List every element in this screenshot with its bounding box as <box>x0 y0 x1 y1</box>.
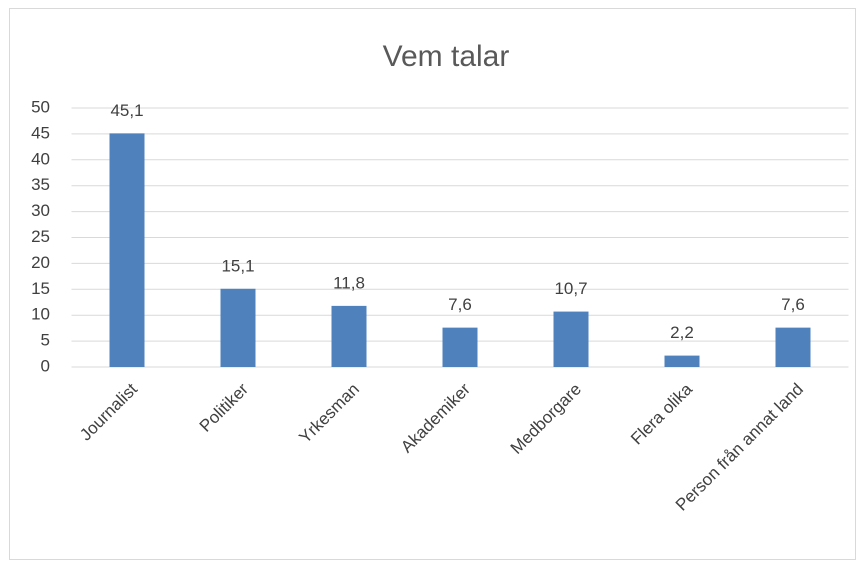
value-label: 10,7 <box>554 279 587 298</box>
y-tick-label: 15 <box>31 279 50 298</box>
y-tick-label: 25 <box>31 227 50 246</box>
bar <box>220 288 256 367</box>
y-tick-label: 10 <box>31 305 50 324</box>
y-tick-label: 50 <box>31 97 50 116</box>
y-tick-label: 45 <box>31 123 50 142</box>
y-tick-label: 0 <box>41 356 50 375</box>
y-tick-label: 20 <box>31 253 50 272</box>
bar <box>664 355 700 367</box>
y-tick-label: 35 <box>31 175 50 194</box>
value-label: 15,1 <box>221 256 254 275</box>
value-label: 7,6 <box>448 295 472 314</box>
chart-title: Vem talar <box>383 40 510 73</box>
value-label: 2,2 <box>670 323 694 342</box>
value-label: 45,1 <box>110 101 143 120</box>
bar <box>109 133 145 367</box>
y-tick-label: 40 <box>31 149 50 168</box>
bar <box>775 327 811 367</box>
bar <box>442 327 478 367</box>
value-label: 11,8 <box>333 273 365 292</box>
y-tick-label: 30 <box>31 201 50 220</box>
bar <box>331 305 367 367</box>
chart-border <box>9 8 856 560</box>
bar <box>553 311 589 367</box>
value-label: 7,6 <box>781 295 805 314</box>
y-tick-label: 5 <box>41 331 50 350</box>
